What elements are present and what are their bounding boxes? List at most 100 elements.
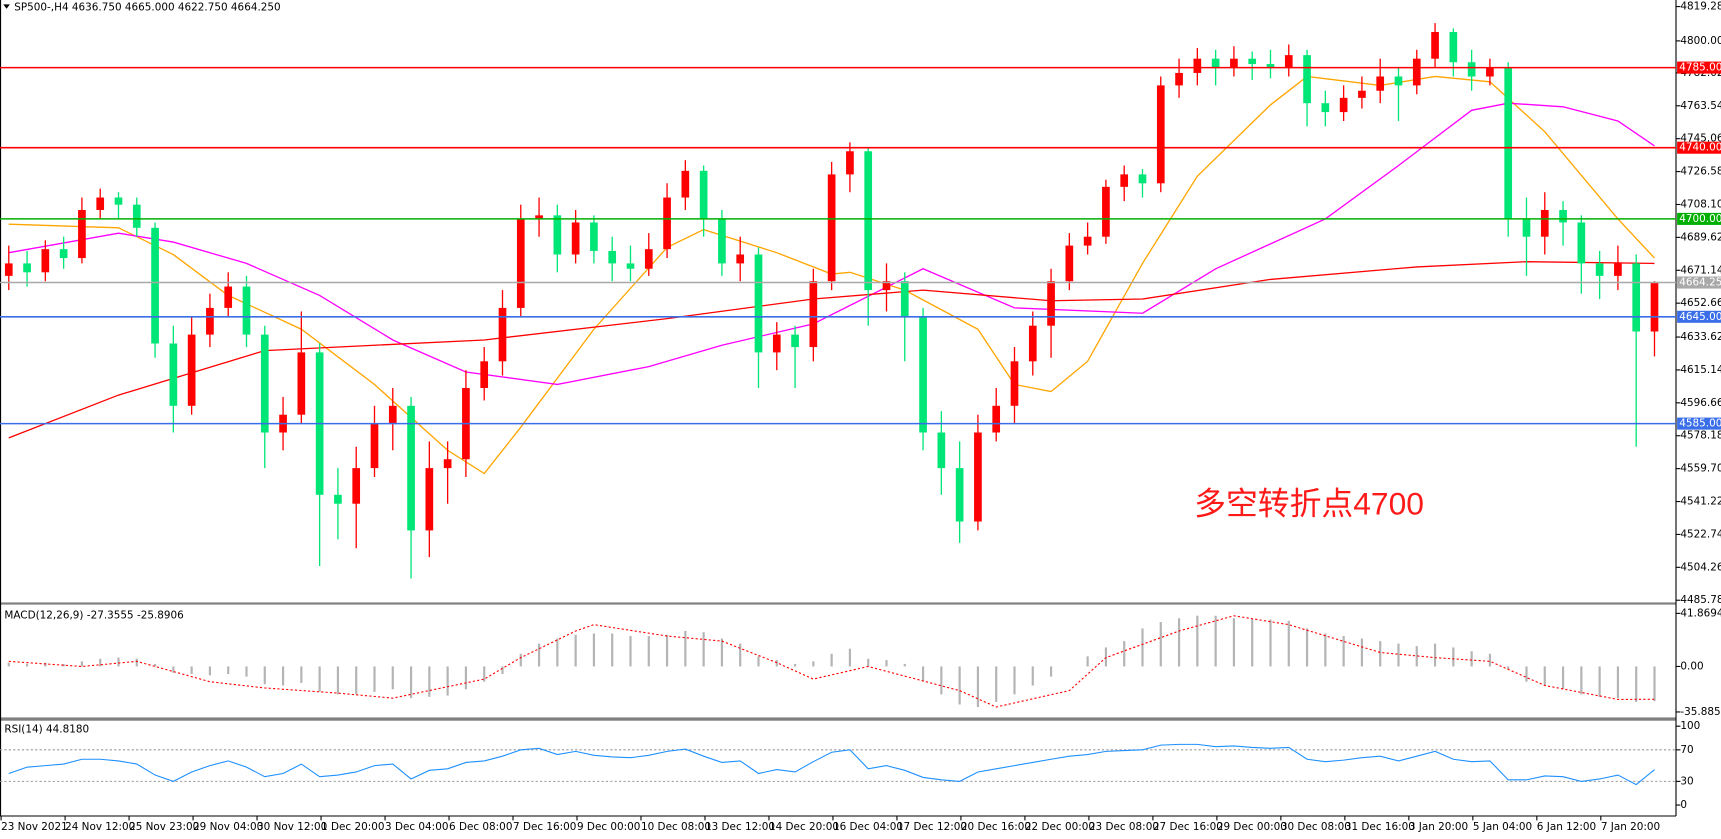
candle-body bbox=[407, 405, 415, 531]
candle-body bbox=[1614, 263, 1622, 276]
y-tick-label: 4652.660 bbox=[1680, 297, 1721, 309]
candle-body bbox=[224, 286, 233, 308]
candle-body bbox=[1431, 31, 1439, 59]
x-tick-label: 5 Jan 04:00 bbox=[1473, 821, 1532, 833]
x-tick-label: 7 Dec 16:00 bbox=[513, 821, 576, 833]
y-tick-label: 41.8694 bbox=[1680, 607, 1721, 619]
panel-separator bbox=[0, 602, 1676, 605]
x-tick-label: 17 Dec 12:00 bbox=[897, 821, 967, 833]
candle-body bbox=[41, 249, 50, 273]
candle-body bbox=[1321, 103, 1330, 113]
candle-body bbox=[260, 334, 269, 433]
candle-body bbox=[626, 263, 635, 269]
candle-body bbox=[1010, 361, 1019, 406]
candle-body bbox=[516, 218, 525, 308]
level-label-box bbox=[1677, 61, 1721, 74]
candle-body bbox=[132, 204, 141, 228]
x-tick-label: 10 Dec 08:00 bbox=[641, 821, 711, 833]
level-label-box bbox=[1677, 141, 1721, 154]
candle-body bbox=[846, 151, 854, 175]
candle-body bbox=[1358, 90, 1366, 98]
y-tick-label: 30 bbox=[1680, 775, 1693, 787]
candle-body bbox=[937, 432, 946, 469]
x-tick-label: 3 Jan 20:00 bbox=[1409, 821, 1468, 833]
candle-body bbox=[1284, 55, 1293, 68]
x-tick-label: 24 Nov 12:00 bbox=[65, 821, 135, 833]
x-tick-label: 30 Dec 08:00 bbox=[1281, 821, 1351, 833]
candle-body bbox=[23, 263, 31, 273]
annotation: 多空转折点4700 bbox=[1194, 485, 1424, 521]
x-tick-label: 27 Dec 16:00 bbox=[1153, 821, 1223, 833]
y-tick-label: 4522.740 bbox=[1680, 528, 1721, 540]
x-tick-label: 1 Dec 20:00 bbox=[321, 821, 384, 833]
y-tick-label: 4633.620 bbox=[1680, 331, 1721, 343]
candle-body bbox=[96, 197, 105, 210]
x-tick-label: 29 Nov 04:00 bbox=[193, 821, 263, 833]
candle-body bbox=[535, 215, 543, 219]
x-tick-label: 6 Dec 08:00 bbox=[449, 821, 512, 833]
x-tick-label: 6 Jan 12:00 bbox=[1537, 821, 1596, 833]
candle-body bbox=[1449, 31, 1458, 63]
moving-average bbox=[8, 75, 1655, 475]
candle-body bbox=[644, 249, 653, 269]
rsi-title: RSI(14) 44.8180 bbox=[4, 723, 89, 735]
candle-body bbox=[1230, 58, 1238, 68]
y-tick-label: 4745.060 bbox=[1680, 133, 1721, 145]
candle-body bbox=[425, 468, 434, 531]
candle-body bbox=[772, 334, 781, 353]
candle-body bbox=[955, 468, 964, 522]
x-tick-label: 9 Dec 00:00 bbox=[577, 821, 640, 833]
candle-body bbox=[169, 343, 178, 406]
y-tick-label: -35.8856 bbox=[1680, 706, 1721, 718]
x-tick-label: 13 Dec 12:00 bbox=[705, 821, 775, 833]
level-label: 4740.000 bbox=[1679, 142, 1721, 154]
candle-body bbox=[242, 286, 251, 335]
level-label: 4785.000 bbox=[1679, 62, 1721, 74]
panel-separator bbox=[0, 717, 1676, 721]
candle-body bbox=[1120, 174, 1129, 187]
menu-arrow[interactable] bbox=[3, 4, 10, 9]
symbol-header: SP500-,H4 4636.750 4665.000 4622.750 466… bbox=[14, 2, 280, 14]
candle-body bbox=[553, 215, 562, 255]
candle-body bbox=[791, 334, 799, 348]
candle-body bbox=[1083, 236, 1092, 246]
candle-body bbox=[1467, 62, 1476, 77]
candle-body bbox=[1486, 67, 1494, 77]
x-tick-label: 23 Dec 08:00 bbox=[1089, 821, 1159, 833]
candle-body bbox=[352, 468, 361, 504]
candle-body bbox=[919, 316, 927, 433]
y-tick-label: 4800.000 bbox=[1680, 35, 1721, 47]
candle-body bbox=[699, 170, 708, 219]
rsi-line bbox=[8, 743, 1655, 786]
level-label: 4664.250 bbox=[1679, 277, 1721, 289]
candle-body bbox=[206, 307, 214, 335]
candle-body bbox=[114, 197, 123, 205]
x-tick-label: 25 Nov 23:00 bbox=[129, 821, 199, 833]
macd-title: MACD(12,26,9) -27.3555 -25.8906 bbox=[4, 610, 183, 622]
candle-body bbox=[809, 281, 818, 348]
candle-body bbox=[864, 151, 873, 291]
candle-body bbox=[1138, 174, 1147, 184]
candle-body bbox=[1540, 209, 1549, 237]
candle-body bbox=[1376, 76, 1385, 91]
level-label-box bbox=[1677, 212, 1721, 225]
candle-body bbox=[1303, 55, 1311, 104]
y-tick-label: 0 bbox=[1680, 799, 1687, 811]
x-tick-label: 31 Dec 16:00 bbox=[1345, 821, 1415, 833]
level-label-box bbox=[1677, 310, 1721, 323]
y-tick-label: 4541.220 bbox=[1680, 496, 1721, 508]
candle-body bbox=[718, 218, 726, 264]
y-tick-label: 70 bbox=[1680, 744, 1693, 756]
candle-body bbox=[59, 249, 68, 259]
candle-body bbox=[681, 170, 690, 198]
candle-body bbox=[498, 307, 507, 362]
candle-body bbox=[78, 209, 86, 259]
candle-body bbox=[608, 250, 617, 264]
candle-body bbox=[1266, 64, 1275, 68]
candle-body bbox=[1577, 222, 1586, 264]
candle-body bbox=[1339, 97, 1348, 113]
candle-body bbox=[1632, 263, 1641, 332]
candle-body bbox=[1394, 76, 1403, 86]
y-tick-label: 4596.660 bbox=[1680, 397, 1721, 409]
